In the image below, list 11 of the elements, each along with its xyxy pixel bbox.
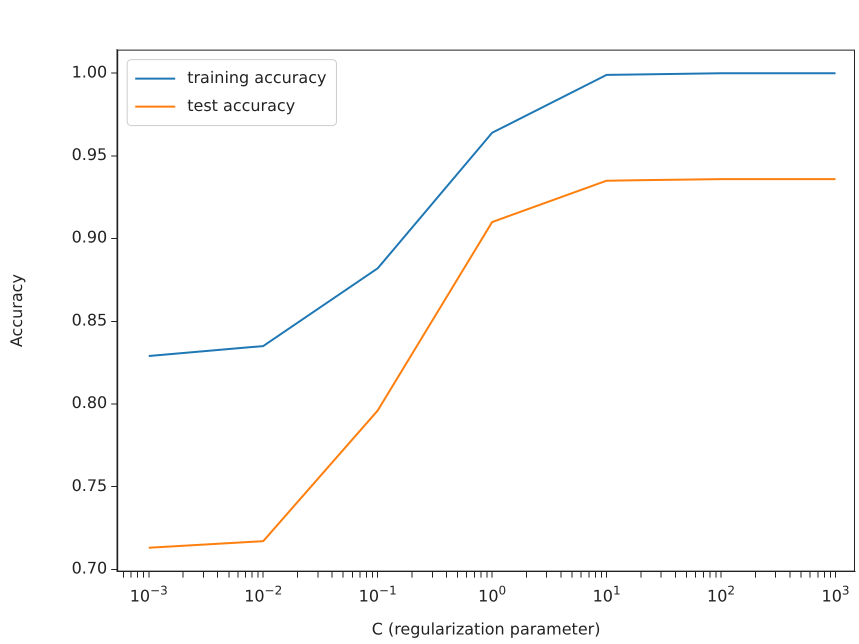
- x-axis-title: C (regularization parameter): [372, 620, 600, 639]
- y-tick-label: 1.00: [72, 62, 108, 82]
- y-tick-label: 0.95: [72, 145, 108, 164]
- legend-label: training accuracy: [187, 68, 326, 87]
- y-tick-label: 0.80: [72, 393, 108, 412]
- y-tick-label: 0.70: [72, 558, 108, 578]
- y-tick-label: 0.90: [72, 228, 108, 247]
- y-tick-label: 0.85: [72, 310, 108, 330]
- y-axis-title: Accuracy: [6, 274, 26, 348]
- y-tick-label: 0.75: [72, 476, 108, 495]
- legend-label: test accuracy: [187, 96, 296, 115]
